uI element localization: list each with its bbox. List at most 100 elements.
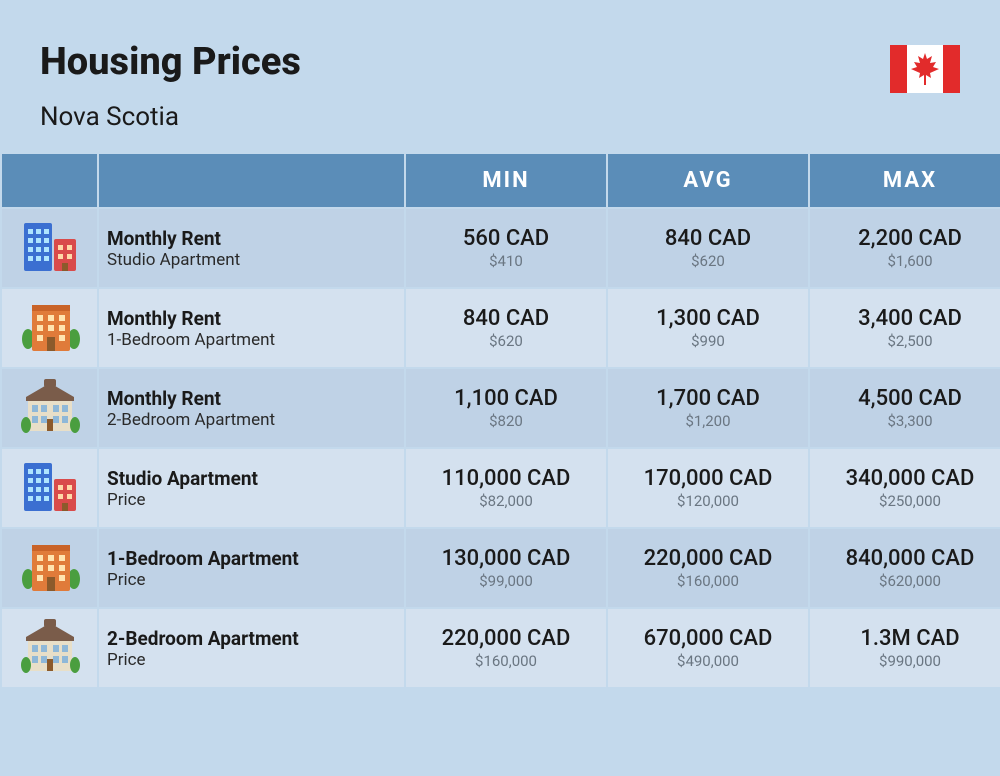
cell-max: 840,000 CAD$620,000	[810, 529, 1000, 607]
row-title: Monthly Rent	[107, 387, 394, 411]
table-row: Monthly Rent1-Bedroom Apartment840 CAD$6…	[2, 289, 1000, 367]
value-secondary: $990	[618, 332, 798, 352]
table-row: 2-Bedroom ApartmentPrice220,000 CAD$160,…	[2, 609, 1000, 687]
value-primary: 110,000 CAD	[416, 466, 596, 492]
value-secondary: $99,000	[416, 572, 596, 592]
cell-avg: 840 CAD$620	[608, 209, 808, 287]
value-secondary: $410	[416, 252, 596, 272]
value-primary: 560 CAD	[416, 226, 596, 252]
value-secondary: $160,000	[416, 652, 596, 672]
building-c-icon	[18, 617, 82, 675]
building-a-icon	[18, 457, 82, 515]
value-primary: 840 CAD	[416, 306, 596, 332]
row-subtitle: Price	[107, 570, 394, 591]
cell-avg: 170,000 CAD$120,000	[608, 449, 808, 527]
page-subtitle: Nova Scotia	[40, 102, 960, 132]
row-label-cell: Monthly Rent2-Bedroom Apartment	[99, 369, 404, 447]
building-c-icon	[18, 377, 82, 435]
cell-avg: 1,300 CAD$990	[608, 289, 808, 367]
row-subtitle: Studio Apartment	[107, 250, 394, 271]
value-primary: 340,000 CAD	[820, 466, 1000, 492]
cell-min: 220,000 CAD$160,000	[406, 609, 606, 687]
value-secondary: $620	[416, 332, 596, 352]
value-secondary: $820	[416, 412, 596, 432]
canada-flag-icon	[890, 45, 960, 93]
col-label	[99, 154, 404, 207]
value-secondary: $250,000	[820, 492, 1000, 512]
row-subtitle: Price	[107, 650, 394, 671]
value-primary: 1,300 CAD	[618, 306, 798, 332]
row-icon-cell	[2, 369, 97, 447]
value-primary: 3,400 CAD	[820, 306, 1000, 332]
col-min: MIN	[406, 154, 606, 207]
value-secondary: $1,200	[618, 412, 798, 432]
value-primary: 1.3M CAD	[820, 626, 1000, 652]
value-secondary: $990,000	[820, 652, 1000, 672]
table-row: 1-Bedroom ApartmentPrice130,000 CAD$99,0…	[2, 529, 1000, 607]
table-header-row: MIN AVG MAX	[2, 154, 1000, 207]
row-label-cell: 1-Bedroom ApartmentPrice	[99, 529, 404, 607]
col-icon	[2, 154, 97, 207]
cell-max: 340,000 CAD$250,000	[810, 449, 1000, 527]
value-primary: 840 CAD	[618, 226, 798, 252]
header: Housing Prices Nova Scotia	[0, 0, 1000, 152]
value-primary: 2,200 CAD	[820, 226, 1000, 252]
col-avg: AVG	[608, 154, 808, 207]
building-b-icon	[18, 537, 82, 595]
value-primary: 130,000 CAD	[416, 546, 596, 572]
row-title: Monthly Rent	[107, 227, 394, 251]
row-title: 2-Bedroom Apartment	[107, 627, 394, 651]
value-primary: 670,000 CAD	[618, 626, 798, 652]
row-label-cell: Monthly RentStudio Apartment	[99, 209, 404, 287]
row-title: Monthly Rent	[107, 307, 394, 331]
value-secondary: $160,000	[618, 572, 798, 592]
cell-min: 110,000 CAD$82,000	[406, 449, 606, 527]
value-secondary: $120,000	[618, 492, 798, 512]
row-subtitle: 2-Bedroom Apartment	[107, 410, 394, 431]
row-label-cell: Monthly Rent1-Bedroom Apartment	[99, 289, 404, 367]
cell-avg: 220,000 CAD$160,000	[608, 529, 808, 607]
building-a-icon	[18, 217, 82, 275]
row-subtitle: Price	[107, 490, 394, 511]
prices-table: MIN AVG MAX Monthly RentStudio Apartment…	[0, 152, 1000, 689]
cell-min: 130,000 CAD$99,000	[406, 529, 606, 607]
row-title: 1-Bedroom Apartment	[107, 547, 394, 571]
value-primary: 220,000 CAD	[618, 546, 798, 572]
value-secondary: $3,300	[820, 412, 1000, 432]
row-icon-cell	[2, 289, 97, 367]
value-secondary: $82,000	[416, 492, 596, 512]
value-secondary: $620	[618, 252, 798, 272]
value-primary: 220,000 CAD	[416, 626, 596, 652]
value-primary: 170,000 CAD	[618, 466, 798, 492]
table-row: Studio ApartmentPrice110,000 CAD$82,0001…	[2, 449, 1000, 527]
cell-max: 1.3M CAD$990,000	[810, 609, 1000, 687]
row-label-cell: 2-Bedroom ApartmentPrice	[99, 609, 404, 687]
value-secondary: $1,600	[820, 252, 1000, 272]
row-icon-cell	[2, 529, 97, 607]
cell-max: 3,400 CAD$2,500	[810, 289, 1000, 367]
cell-min: 560 CAD$410	[406, 209, 606, 287]
cell-avg: 1,700 CAD$1,200	[608, 369, 808, 447]
value-primary: 1,700 CAD	[618, 386, 798, 412]
value-secondary: $490,000	[618, 652, 798, 672]
cell-avg: 670,000 CAD$490,000	[608, 609, 808, 687]
col-max: MAX	[810, 154, 1000, 207]
row-icon-cell	[2, 609, 97, 687]
building-b-icon	[18, 297, 82, 355]
row-title: Studio Apartment	[107, 467, 394, 491]
cell-max: 2,200 CAD$1,600	[810, 209, 1000, 287]
table-row: Monthly Rent2-Bedroom Apartment1,100 CAD…	[2, 369, 1000, 447]
cell-min: 840 CAD$620	[406, 289, 606, 367]
row-label-cell: Studio ApartmentPrice	[99, 449, 404, 527]
value-primary: 840,000 CAD	[820, 546, 1000, 572]
value-primary: 1,100 CAD	[416, 386, 596, 412]
cell-max: 4,500 CAD$3,300	[810, 369, 1000, 447]
page-title: Housing Prices	[40, 40, 960, 84]
value-secondary: $620,000	[820, 572, 1000, 592]
row-icon-cell	[2, 449, 97, 527]
table-row: Monthly RentStudio Apartment560 CAD$4108…	[2, 209, 1000, 287]
value-primary: 4,500 CAD	[820, 386, 1000, 412]
row-subtitle: 1-Bedroom Apartment	[107, 330, 394, 351]
row-icon-cell	[2, 209, 97, 287]
cell-min: 1,100 CAD$820	[406, 369, 606, 447]
